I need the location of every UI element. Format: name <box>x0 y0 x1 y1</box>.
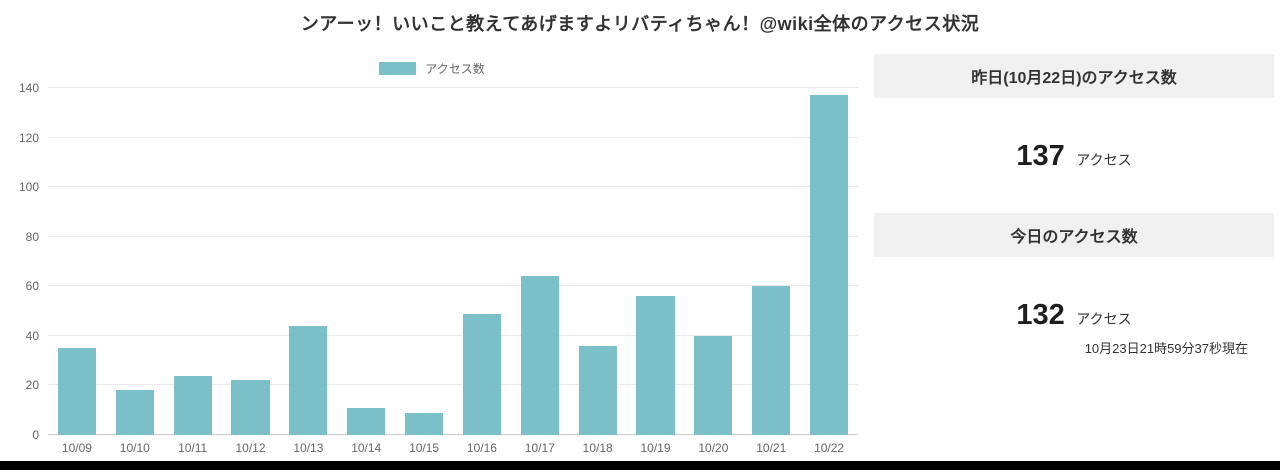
bar-slot-10/22 <box>800 88 858 435</box>
x-tick-10/09: 10/09 <box>61 441 92 455</box>
x-tick-10/21: 10/21 <box>756 441 787 455</box>
y-axis: 0 20 40 60 80 100 120 140 <box>6 81 48 442</box>
x-tick-10/19: 10/19 <box>640 441 671 455</box>
legend-label: アクセス数 <box>425 61 485 76</box>
x-tick-10/20: 10/20 <box>698 441 729 455</box>
bar-slot-10/10 <box>106 88 164 435</box>
footer-bar <box>0 461 1280 470</box>
x-tick-10/16: 10/16 <box>466 441 497 455</box>
legend-swatch-icon <box>379 61 417 75</box>
y-tick-60: 60 <box>25 279 39 294</box>
bar-slot-10/14 <box>337 88 395 435</box>
stats-panel: 昨日(10月22日)のアクセス数 137 アクセス 今日のアクセス数 132 ア… <box>858 40 1280 357</box>
gridline-120 <box>48 136 858 138</box>
bar-10/18[interactable] <box>578 345 617 435</box>
x-tick-10/11: 10/11 <box>178 441 208 455</box>
yesterday-value-row: 137 アクセス <box>874 140 1274 173</box>
bar-slot-10/20 <box>684 88 742 435</box>
gridline-140 <box>48 87 858 88</box>
bar-10/20[interactable] <box>694 335 733 435</box>
bar-10/13[interactable] <box>289 325 328 435</box>
bar-10/09[interactable] <box>57 348 97 435</box>
y-tick-80: 80 <box>25 229 39 244</box>
bar-10/19[interactable] <box>636 296 675 435</box>
bar-slot-10/17 <box>511 88 569 435</box>
gridline-20 <box>48 384 858 386</box>
gridline-100 <box>48 186 858 188</box>
gridline-0 <box>48 434 858 435</box>
bar-10/10[interactable] <box>115 390 154 435</box>
bar-10/12[interactable] <box>231 380 270 435</box>
x-tick-10/22: 10/22 <box>814 441 845 455</box>
gridline-60 <box>48 285 858 287</box>
chart-legend[interactable]: アクセス数 <box>6 58 858 78</box>
x-axis: 10/09 10/10 10/11 10/12 10/13 10/14 10/15 10/16… <box>48 435 858 455</box>
x-tick-10/13: 10/13 <box>293 441 324 455</box>
x-tick-10/14: 10/14 <box>351 441 382 455</box>
y-tick-140: 140 <box>18 81 39 95</box>
bars <box>48 88 858 435</box>
bar-slot-10/11 <box>164 88 222 435</box>
yesterday-unit: アクセス <box>1076 152 1132 168</box>
bar-slot-10/19 <box>627 88 685 435</box>
bar-10/14[interactable] <box>347 407 386 435</box>
yesterday-header: 昨日(10月22日)のアクセス数 <box>874 54 1274 98</box>
current-timestamp: 10月23日21時59分37秒現在 <box>1084 341 1248 356</box>
x-tick-10/15: 10/15 <box>409 441 440 455</box>
yesterday-count: 137 <box>1016 140 1065 172</box>
bar-10/15[interactable] <box>405 412 444 435</box>
bar-slot-10/16 <box>453 88 511 435</box>
chart-plot-wrapper: 0 20 40 60 80 100 120 140 <box>6 81 858 442</box>
page-title: ンアーッ！いいこと教えてあげますよリバティちゃん！@wiki全体のアクセス状況 <box>300 14 980 34</box>
today-header: 今日のアクセス数 <box>874 213 1274 257</box>
y-tick-40: 40 <box>25 328 39 343</box>
y-tick-100: 100 <box>18 180 39 195</box>
bar-slot-10/18 <box>569 88 627 435</box>
x-tick-10/17: 10/17 <box>524 441 555 455</box>
bar-slot-10/15 <box>395 88 453 435</box>
bar-slot-10/13 <box>279 88 337 435</box>
y-tick-20: 20 <box>25 378 39 393</box>
today-unit: アクセス <box>1076 311 1132 327</box>
today-count: 132 <box>1016 299 1065 331</box>
main-area: アクセス数 0 20 40 60 80 100 120 140 10/09 10/10 10/11… <box>0 40 1280 455</box>
bar-slot-10/09 <box>48 88 106 435</box>
gridline-80 <box>48 235 858 237</box>
bar-slot-10/21 <box>742 88 800 435</box>
bar-slot-10/12 <box>222 88 280 435</box>
x-tick-10/12: 10/12 <box>235 441 266 455</box>
bar-10/21[interactable] <box>752 286 791 435</box>
gridline-40 <box>48 334 858 336</box>
bar-10/16[interactable] <box>462 313 502 435</box>
today-value-row: 132 アクセス <box>874 299 1274 332</box>
access-chart: アクセス数 0 20 40 60 80 100 120 140 10/09 10/10 10/11… <box>0 40 858 455</box>
plot-area <box>48 87 858 435</box>
x-tick-10/18: 10/18 <box>582 441 613 455</box>
x-tick-10/10: 10/10 <box>119 441 150 455</box>
y-tick-0: 0 <box>32 428 39 442</box>
bar-10/11[interactable] <box>173 375 212 435</box>
y-tick-120: 120 <box>18 130 39 145</box>
bar-10/22[interactable] <box>810 95 849 435</box>
bar-10/17[interactable] <box>520 276 559 435</box>
